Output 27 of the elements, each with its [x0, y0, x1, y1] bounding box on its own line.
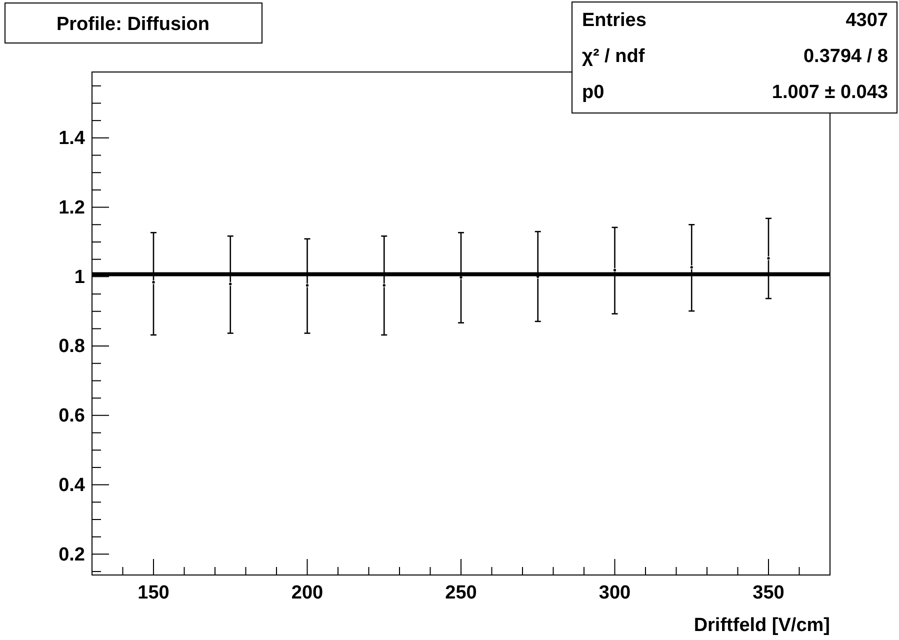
- x-axis-title: Driftfeld [V/cm]: [694, 615, 830, 636]
- y-tick-label: 0.8: [58, 336, 85, 358]
- annotation: p0: [582, 82, 604, 103]
- chart-title: Profile: Diffusion: [56, 14, 210, 35]
- y-tick-label: 0.4: [58, 474, 86, 496]
- point: [228, 282, 232, 286]
- point: [612, 268, 617, 272]
- x-tick-label: 250: [445, 582, 477, 604]
- point: [305, 283, 310, 288]
- x-tick-label: 300: [598, 582, 631, 604]
- y-tick-label: 1: [74, 266, 86, 288]
- point: [152, 280, 156, 284]
- x-tick-label: 150: [138, 582, 170, 604]
- x-tick-label: 350: [752, 582, 784, 604]
- annotation: 1.007 ± 0.043: [772, 82, 888, 103]
- text: 4307: [846, 10, 888, 31]
- point: [690, 265, 694, 270]
- y-tick-label: 1.2: [58, 197, 85, 218]
- y-tick-label: 0.6: [58, 406, 85, 427]
- text: χ² / ndf: [582, 46, 646, 67]
- y-tick-label: 0.2: [58, 544, 85, 566]
- x-tick-label: 200: [291, 582, 324, 604]
- text: 0.3794 / 8: [803, 46, 888, 67]
- point: [766, 256, 770, 260]
- point: [382, 283, 386, 288]
- text: Entries: [582, 10, 646, 31]
- y-tick-label: 1.4: [58, 128, 86, 149]
